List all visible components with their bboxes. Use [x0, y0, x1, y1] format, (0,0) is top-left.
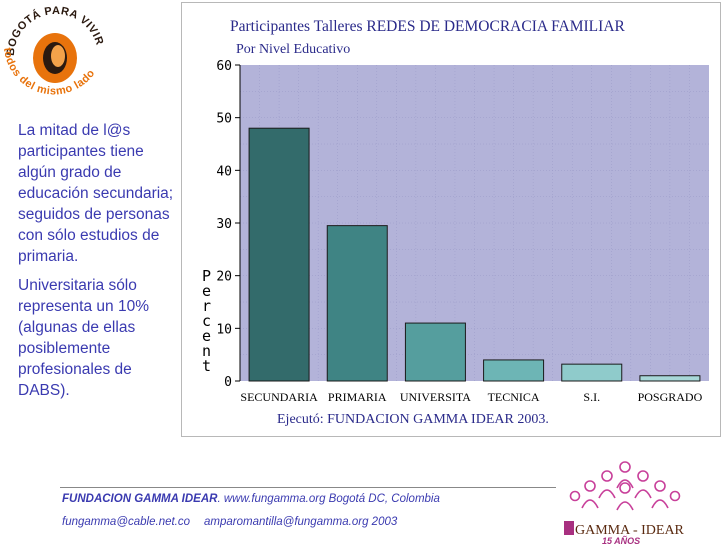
chart-frame: Participantes Talleres REDES DE DEMOCRAC… [181, 2, 721, 437]
summary-paragraph-1: La mitad de l@s participantes tiene algú… [18, 122, 174, 265]
x-tick-label: POSGRADO [638, 390, 703, 404]
summary-text: La mitad de l@s participantes tiene algú… [18, 120, 190, 409]
footer-website-location: . www.fungamma.org Bogotá DC, Colombia [217, 493, 440, 505]
bogota-para-vivir-logo: BOGOTÁ PARA VIVIR todos del mismo lado [1, 5, 105, 98]
y-tick-label: 0 [224, 375, 232, 390]
footer-line-1: FUNDACION GAMMA IDEAR. www.fungamma.org … [62, 493, 440, 505]
chart-footnote: Ejecutó: FUNDACION GAMMA IDEAR 2003. [277, 412, 549, 427]
x-tick-label: UNIVERSITA [400, 390, 471, 404]
footer-email-1: fungamma@cable.net.co [62, 516, 191, 528]
summary-paragraph-2: Universitaria sólo representa un 10% (al… [18, 277, 149, 399]
people-figures-icon [569, 461, 681, 511]
footer-email-2: amparomantilla@fungamma.org 2003 [204, 516, 398, 528]
footer-line-2: fungamma@cable.net.co amparomantilla@fung… [62, 516, 397, 528]
bar-tecnica [483, 359, 545, 382]
bar-chart: Participantes Talleres REDES DE DEMOCRAC… [202, 18, 709, 427]
x-tick-label: PRIMARIA [328, 390, 387, 404]
y-tick-label: 40 [216, 164, 232, 179]
bar-posgrado [639, 375, 701, 382]
gamma-idear-logo: GAMMA - IDEAR 15 AÑOS [564, 461, 685, 546]
footer-divider [60, 487, 556, 488]
y-tick-label: 30 [216, 217, 232, 232]
chart-title: Participantes Talleres REDES DE DEMOCRAC… [230, 18, 626, 35]
bar-secundaria [248, 127, 310, 382]
y-tick-label: 50 [216, 112, 232, 127]
footer-org: FUNDACION GAMMA IDEAR [62, 493, 218, 505]
y-tick-label: 20 [216, 270, 232, 285]
y-tick-label: 10 [216, 322, 232, 337]
x-tick-label: SECUNDARIA [240, 390, 318, 404]
logo-name: GAMMA - IDEAR [575, 523, 685, 538]
x-tick-label: TECNICA [488, 390, 540, 404]
chart-subtitle: Por Nivel Educativo [236, 42, 350, 57]
logo-years: 15 AÑOS [602, 536, 640, 546]
logo-box-icon [564, 521, 574, 535]
bar-s-i- [561, 363, 623, 382]
bar-primaria [326, 225, 388, 382]
bar-universita [404, 322, 466, 382]
y-tick-label: 60 [216, 59, 232, 74]
x-tick-label: S.I. [583, 390, 600, 404]
